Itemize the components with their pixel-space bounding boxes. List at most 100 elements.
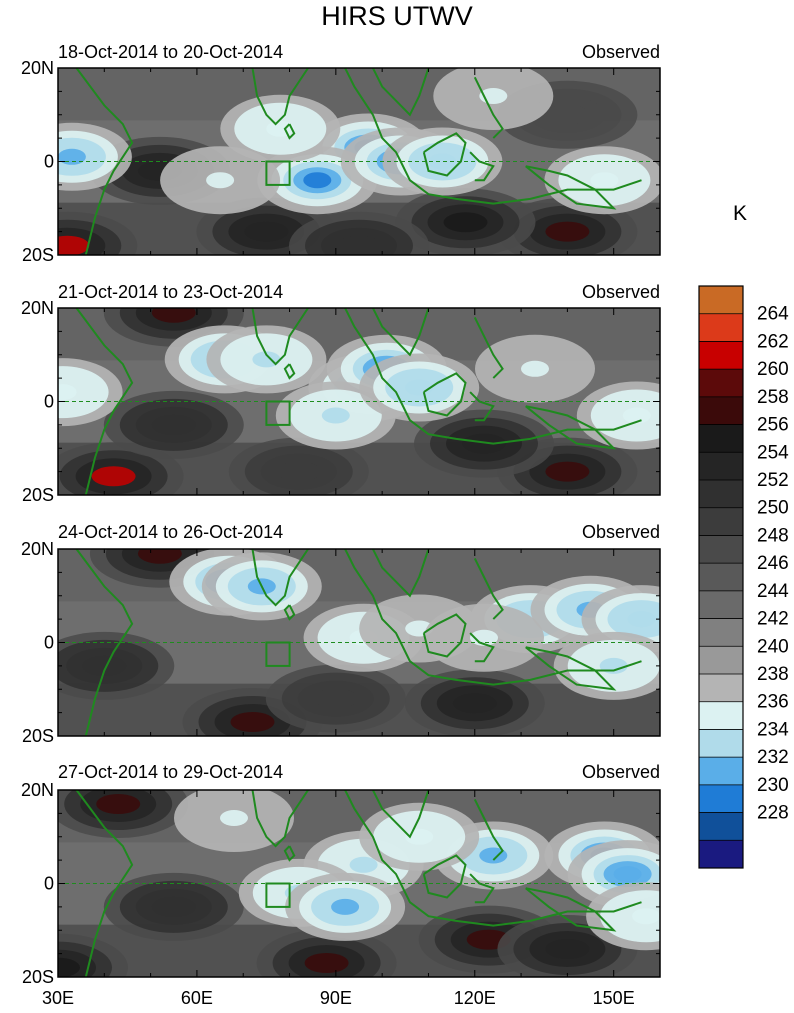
colorbar-swatch: [699, 701, 743, 730]
colorbar-swatch: [699, 452, 743, 481]
panel-3-status: Observed: [581, 522, 660, 542]
coastline: [473, 798, 504, 861]
panel-1-field: [58, 68, 660, 255]
colorbar-swatch: [699, 674, 743, 703]
contour-blob: [331, 898, 360, 915]
contour-blob: [82, 655, 127, 676]
coastline: [75, 68, 134, 255]
y-tick-label: 0: [44, 874, 54, 894]
contour-blob: [462, 433, 506, 454]
colorbar-unit-label: K: [733, 202, 748, 225]
contour-blob: [428, 153, 457, 170]
colorbar-label: 232: [757, 747, 789, 768]
colorbar-swatch: [699, 535, 743, 564]
contour-blob: [58, 235, 90, 255]
contour-blob: [151, 308, 196, 323]
colorbar-swatch: [699, 396, 743, 426]
colorbar-label: 234: [757, 719, 789, 740]
contour-blob: [244, 221, 289, 242]
colorbar-swatch: [699, 757, 743, 786]
coastline: [525, 165, 617, 210]
coastline: [251, 790, 309, 848]
colorbar-label: 246: [757, 553, 789, 574]
coastline: [283, 604, 296, 621]
colorbar-label: 238: [757, 664, 789, 685]
x-tick-label: 30E: [42, 988, 74, 1008]
colorbar-swatch: [699, 618, 743, 647]
panel-2-date-range: 21-Oct-2014 to 23-Oct-2014: [58, 282, 284, 302]
analysis-box: [265, 400, 291, 426]
coastline: [422, 372, 467, 417]
contour-blob: [545, 104, 590, 125]
contour-blob: [303, 172, 332, 189]
colorbar-label: 254: [757, 442, 789, 463]
colorbar-swatch: [699, 812, 743, 841]
colorbar-swatch: [699, 369, 743, 398]
coastline: [344, 68, 642, 205]
coastline: [251, 308, 309, 366]
contour-blob: [91, 466, 136, 487]
colorbar-label: 248: [757, 525, 789, 546]
coastline: [469, 632, 495, 663]
colorbar-label: 262: [757, 331, 789, 352]
coastline: [525, 887, 617, 932]
x-tick-label: 150E: [593, 988, 635, 1008]
contour-blob: [252, 351, 281, 368]
colorbar-label: 264: [757, 304, 789, 325]
colorbar-frame: [698, 285, 744, 869]
colorbar-swatch: [699, 784, 743, 814]
coastline: [372, 308, 430, 357]
coastline: [422, 613, 467, 658]
coastline: [372, 549, 430, 598]
y-tick-label: 20N: [21, 58, 54, 78]
coastline: [283, 123, 296, 140]
colorbar-swatch: [699, 424, 743, 453]
contour-blob: [349, 856, 378, 873]
contour-blob: [479, 847, 508, 864]
contour-blob: [321, 407, 350, 424]
contour-blob: [276, 461, 321, 482]
coastline: [251, 68, 309, 126]
contour-blob: [632, 908, 660, 925]
colorbar-label: 240: [757, 636, 789, 657]
y-tick-label: 0: [44, 392, 54, 412]
panel-1-status: Observed: [581, 42, 660, 62]
contour-blob: [622, 407, 651, 424]
contour-blob: [58, 366, 109, 419]
colorbar-label: 256: [757, 415, 789, 436]
colorbar-label: 252: [757, 470, 789, 491]
colorbar-label: 258: [757, 387, 789, 408]
contour-blob: [313, 688, 358, 709]
colorbar-swatch: [699, 590, 743, 620]
colorbar-label: 230: [757, 775, 789, 796]
contour-blob: [220, 810, 248, 826]
chart-title: HIRS UTWV: [321, 1, 473, 31]
contour-blob: [230, 712, 275, 732]
colorbar-swatch: [699, 286, 743, 315]
contour-blob: [96, 794, 141, 814]
coastline: [344, 308, 642, 445]
y-tick-label: 20S: [22, 726, 54, 746]
x-tick-label: 60E: [181, 988, 213, 1008]
y-tick-label: 20N: [21, 298, 54, 318]
y-tick-label: 0: [44, 633, 54, 653]
panel-2-field: [58, 308, 660, 495]
coastline: [344, 549, 642, 686]
panel-4-status: Observed: [581, 762, 660, 782]
coastline: [372, 68, 430, 117]
coastline: [469, 151, 495, 182]
panel-1-date-range: 18-Oct-2014 to 20-Oct-2014: [58, 42, 284, 62]
colorbar-label: 242: [757, 609, 789, 630]
contour-blob: [58, 384, 77, 401]
contour-blob: [521, 360, 549, 377]
colorbar-label: 228: [757, 803, 789, 824]
contour-blob: [545, 461, 590, 482]
contour-blob: [613, 866, 642, 883]
colorbar-swatch: [699, 507, 743, 536]
contour-blob: [206, 172, 235, 189]
contour-blob: [452, 693, 497, 714]
contour-blob: [600, 890, 660, 943]
colorbar-label: 260: [757, 359, 789, 380]
x-tick-label: 120E: [454, 988, 496, 1008]
